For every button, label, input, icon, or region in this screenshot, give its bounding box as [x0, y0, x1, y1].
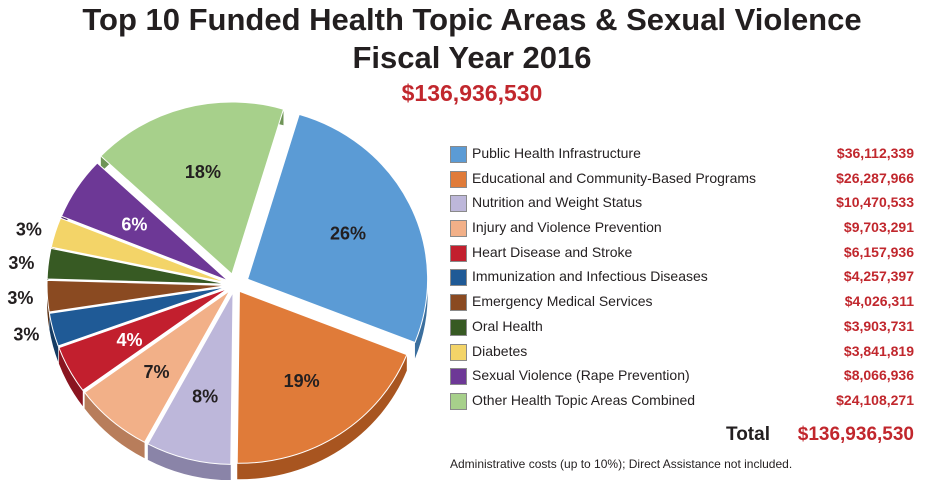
pie-slice	[46, 279, 228, 313]
total-label: Total	[726, 424, 770, 445]
pie-slice	[83, 290, 231, 443]
slice-percent-label: 4%	[117, 330, 143, 350]
legend-label: Educational and Community-Based Programs	[472, 169, 757, 186]
legend-swatch	[450, 343, 467, 361]
pie-slice-side	[47, 280, 50, 329]
legend-item: Public Health Infrastructure $36,112,339	[446, 143, 918, 168]
chart-title: Top 10 Funded Health Topic Areas & Sexua…	[82, 2, 862, 37]
legend-item: Heart Disease and Stroke $6,157,936	[446, 242, 918, 267]
legend-value: $3,841,819	[843, 342, 914, 359]
legend-item: Immunization and Infectious Diseases $4,2…	[446, 266, 918, 291]
slice-percent-label: 19%	[284, 371, 320, 391]
legend-swatch	[450, 244, 467, 262]
pie-slice	[246, 113, 429, 344]
legend-item: Oral Health $3,903,731	[446, 316, 918, 341]
legend-label: Nutrition and Weight Status	[472, 194, 643, 211]
legend-value: $3,903,731	[843, 317, 914, 334]
legend-label: Public Health Infrastructure	[472, 145, 641, 161]
legend-value: $4,257,397	[843, 268, 914, 285]
legend-item: Educational and Community-Based Programs…	[446, 168, 918, 193]
slice-percent-label: 7%	[144, 362, 170, 382]
slice-percent-label: 8%	[192, 387, 218, 407]
pie-slice	[50, 217, 228, 284]
legend: Public Health Infrastructure $36,112,339 E…	[446, 143, 918, 415]
legend-label: Oral Health	[472, 317, 543, 334]
slice-percent-label: 3%	[16, 219, 42, 239]
pie-slice-side	[84, 392, 145, 459]
legend-value: $36,112,339	[836, 145, 914, 161]
legend-label: Diabetes	[472, 342, 528, 359]
legend-item: Sexual Violence (Rape Prevention) $8,066,…	[446, 365, 918, 390]
legend-value: $9,703,291	[843, 219, 914, 236]
pie-slice	[60, 162, 229, 282]
legend-swatch	[450, 294, 467, 312]
legend-item: Diabetes $3,841,819	[446, 341, 918, 366]
slice-percent-label: 6%	[121, 214, 147, 234]
legend-item: Injury and Violence Prevention $9,703,291	[446, 217, 918, 242]
legend-item: Nutrition and Weight Status $10,470,533	[446, 192, 918, 217]
legend-swatch	[450, 170, 467, 188]
total-value: $136,936,530	[797, 424, 914, 445]
slice-percent-label: 26%	[330, 224, 366, 244]
pie-slice	[46, 247, 228, 285]
pie-slice	[100, 101, 285, 275]
legend-label: Immunization and Infectious Diseases	[472, 268, 708, 285]
legend-swatch	[450, 392, 467, 410]
legend-label: Sexual Violence (Rape Prevention)	[472, 367, 690, 384]
legend-swatch	[450, 368, 467, 386]
legend-value: $26,287,966	[836, 169, 914, 186]
legend-item: Emergency Medical Services $4,026,311	[446, 291, 918, 316]
legend-value: $10,470,533	[836, 194, 914, 211]
pie-slice-side	[237, 354, 407, 480]
pie-slice	[236, 290, 408, 464]
legend-item: Other Health Topic Areas Combined $24,108…	[446, 390, 918, 415]
slice-percent-label: 3%	[7, 288, 33, 308]
pie-slice-side	[147, 443, 231, 480]
pie-slice	[147, 292, 234, 465]
legend-label: Emergency Medical Services	[472, 293, 653, 310]
total-amount-header: $136,936,530	[401, 80, 543, 106]
chart-subtitle: Fiscal Year 2016	[352, 40, 592, 75]
slice-percent-label: 3%	[8, 253, 34, 273]
footnote: Administrative costs (up to 10%); Direct…	[450, 457, 793, 471]
legend-swatch	[450, 195, 467, 213]
pie-chart: 26% 19% 8% 7%4% 3% 3% 3% 3% 6% 18%	[7, 101, 429, 480]
legend-value: $8,066,936	[843, 367, 914, 384]
slice-percent-label: 18%	[185, 162, 221, 182]
legend-value: $24,108,271	[836, 391, 914, 408]
legend-swatch	[450, 318, 467, 336]
legend-value: $4,026,311	[844, 293, 914, 310]
legend-value: $6,157,936	[843, 243, 914, 260]
legend-label: Injury and Violence Prevention	[472, 219, 662, 236]
pie-slice	[48, 286, 228, 347]
legend-swatch	[450, 220, 467, 238]
legend-label: Other Health Topic Areas Combined	[472, 391, 696, 408]
legend-label: Heart Disease and Stroke	[472, 243, 633, 260]
legend-swatch	[450, 269, 467, 287]
pie-slice	[58, 288, 229, 391]
slice-percent-label: 3%	[13, 324, 39, 344]
legend-swatch	[450, 146, 467, 163]
